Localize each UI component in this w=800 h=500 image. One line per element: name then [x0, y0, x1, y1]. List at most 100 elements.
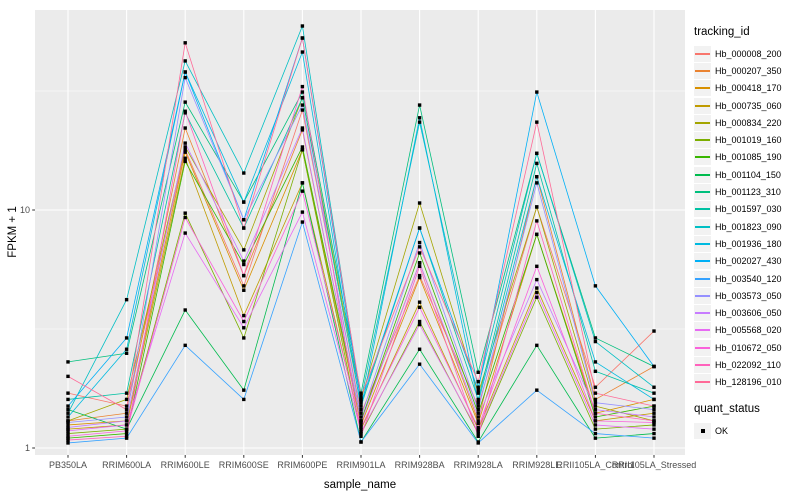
- data-point: [66, 391, 70, 395]
- data-point: [417, 201, 422, 205]
- data-point: [183, 215, 187, 220]
- data-point: [66, 429, 70, 433]
- legend-line-icon: [695, 346, 710, 349]
- data-point: [593, 404, 598, 408]
- legend-line-icon: [695, 260, 710, 263]
- data-point: [593, 397, 598, 402]
- data-point: [652, 404, 656, 408]
- data-point: [535, 175, 539, 179]
- data-point: [535, 290, 539, 295]
- legend-key: [694, 218, 711, 235]
- series-points-Hb_022092_110: [66, 84, 656, 442]
- legend-line-icon: [695, 294, 710, 297]
- data-point: [124, 351, 129, 355]
- legend-title-quant-status: quant_status: [694, 402, 760, 415]
- data-point: [300, 189, 305, 193]
- legend-item-Hb_002027_430: Hb_002027_430: [694, 253, 782, 270]
- legend-key: [694, 97, 711, 114]
- legend-key: [694, 201, 711, 218]
- data-point: [476, 388, 480, 392]
- data-point: [652, 423, 656, 427]
- data-point: [66, 397, 70, 402]
- data-point: [359, 411, 363, 415]
- legend-item-Hb_005568_020: Hb_005568_020: [694, 322, 782, 339]
- data-point: [652, 329, 656, 333]
- data-point: [66, 431, 70, 436]
- legend-item-label: Hb_000834_220: [715, 117, 782, 128]
- data-point: [593, 423, 598, 427]
- data-point: [242, 259, 246, 263]
- data-point: [535, 295, 539, 299]
- data-point: [476, 430, 480, 434]
- data-point: [535, 90, 539, 94]
- data-point: [593, 401, 598, 405]
- legend-item-label: Hb_005568_020: [715, 325, 782, 336]
- x-tick-label-RRII105LA_Stressed: RRII105LA_Stressed: [612, 460, 696, 470]
- data-point: [66, 420, 70, 425]
- legend-key: [694, 62, 711, 79]
- data-point: [593, 427, 598, 431]
- ok-point-key: [694, 422, 711, 439]
- data-point: [66, 438, 70, 442]
- legend-item-label: Hb_001936_180: [715, 238, 782, 249]
- data-point: [535, 151, 539, 156]
- data-point: [476, 415, 480, 419]
- legend-entries: Hb_000008_200 Hb_000207_350 Hb_000418_170 H…: [694, 45, 782, 391]
- data-point: [359, 401, 363, 405]
- data-point: [535, 232, 539, 237]
- data-point: [535, 120, 539, 124]
- data-point: [300, 36, 305, 40]
- legend-item-label: Hb_003573_050: [715, 290, 782, 301]
- legend-key: [694, 45, 711, 62]
- legend-line-icon: [695, 242, 710, 245]
- legend-item-Hb_001104_150: Hb_001104_150: [694, 166, 782, 183]
- data-point: [593, 336, 598, 340]
- data-point: [593, 436, 598, 440]
- legend-line-icon: [695, 363, 710, 366]
- legend-item-Hb_000834_220: Hb_000834_220: [694, 114, 782, 131]
- data-point: [66, 427, 70, 431]
- legend-line-icon: [695, 329, 710, 332]
- legend-key: [694, 80, 711, 97]
- data-point: [242, 319, 246, 324]
- data-point: [66, 425, 70, 430]
- data-point: [652, 397, 656, 402]
- data-point: [652, 436, 656, 440]
- legend-item-label: Hb_001123_310: [715, 187, 781, 198]
- x-tick-label-RRIM600PE: RRIM600PE: [277, 460, 327, 470]
- data-point: [652, 411, 656, 415]
- legend-item-Hb_003573_050: Hb_003573_050: [694, 287, 782, 304]
- data-point: [300, 24, 305, 28]
- data-point: [652, 415, 656, 419]
- legend-item-Hb_000207_350: Hb_000207_350: [694, 62, 782, 79]
- data-point: [300, 128, 305, 132]
- data-point: [652, 427, 656, 431]
- data-point: [242, 326, 246, 330]
- data-point: [124, 407, 129, 412]
- data-point: [535, 388, 539, 392]
- legend-item-Hb_001085_190: Hb_001085_190: [694, 149, 782, 166]
- plot-panel: PB350LA RRIM600LA RRIM600LE RRIM600SE RRIM60…: [20, 10, 696, 470]
- legend-key: [694, 322, 711, 339]
- data-point: [242, 248, 246, 252]
- legend-item-label: OK: [715, 425, 729, 436]
- legend-item-Hb_003606_050: Hb_003606_050: [694, 304, 782, 322]
- data-point: [300, 84, 305, 89]
- data-point: [476, 427, 480, 431]
- data-point: [300, 210, 305, 214]
- data-point: [417, 251, 422, 255]
- legend-item-label: Hb_001104_150: [715, 169, 781, 180]
- legend-key: [694, 184, 711, 201]
- series-points-Hb_001936_180: [66, 50, 656, 419]
- x-tick-label-RRIM928LA: RRIM928LA: [454, 460, 503, 470]
- data-point: [593, 431, 598, 436]
- legend-line-icon: [695, 52, 710, 55]
- data-point: [183, 150, 187, 154]
- data-point: [476, 379, 480, 384]
- data-point: [476, 385, 480, 389]
- data-point: [300, 108, 305, 112]
- data-point: [417, 319, 422, 324]
- legend-item-label: Hb_003540_120: [715, 273, 782, 284]
- data-point: [300, 50, 305, 54]
